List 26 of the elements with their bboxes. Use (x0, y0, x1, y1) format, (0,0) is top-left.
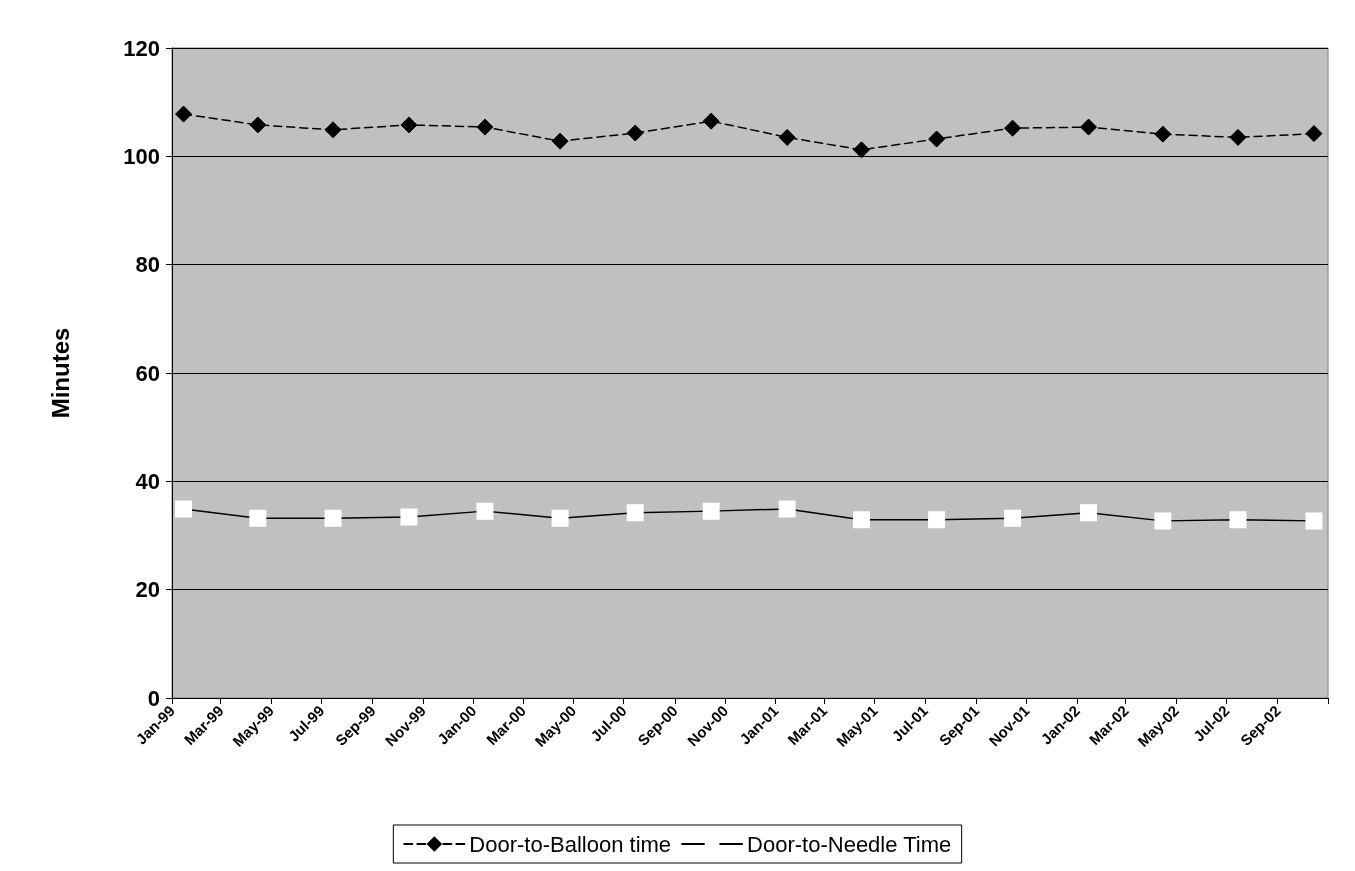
point (1229, 128, 1247, 146)
point (1004, 119, 1022, 137)
point (175, 105, 193, 123)
point (324, 121, 342, 139)
legend-label: Door-to-Needle Time (747, 831, 952, 857)
y-tick-label: 100 (123, 143, 160, 169)
y-axis-title: Minutes (46, 327, 74, 419)
point (1154, 125, 1172, 143)
y-tick-label: 120 (123, 35, 160, 61)
point (852, 141, 870, 159)
point (476, 118, 494, 136)
y-tick-label: 60 (135, 360, 160, 386)
point (1080, 118, 1098, 136)
point (249, 116, 267, 134)
point (1305, 125, 1323, 143)
y-tick-label: 80 (135, 252, 160, 278)
point (551, 132, 569, 150)
point (400, 116, 418, 134)
point (702, 112, 720, 130)
y-tick-label: 40 (135, 468, 160, 494)
y-tick-label: 20 (135, 577, 160, 603)
y-tick-label: 0 (147, 685, 160, 711)
point (778, 128, 796, 146)
point (928, 130, 946, 148)
point (626, 124, 644, 142)
legend-label: Door-to-Balloon time (469, 831, 672, 857)
